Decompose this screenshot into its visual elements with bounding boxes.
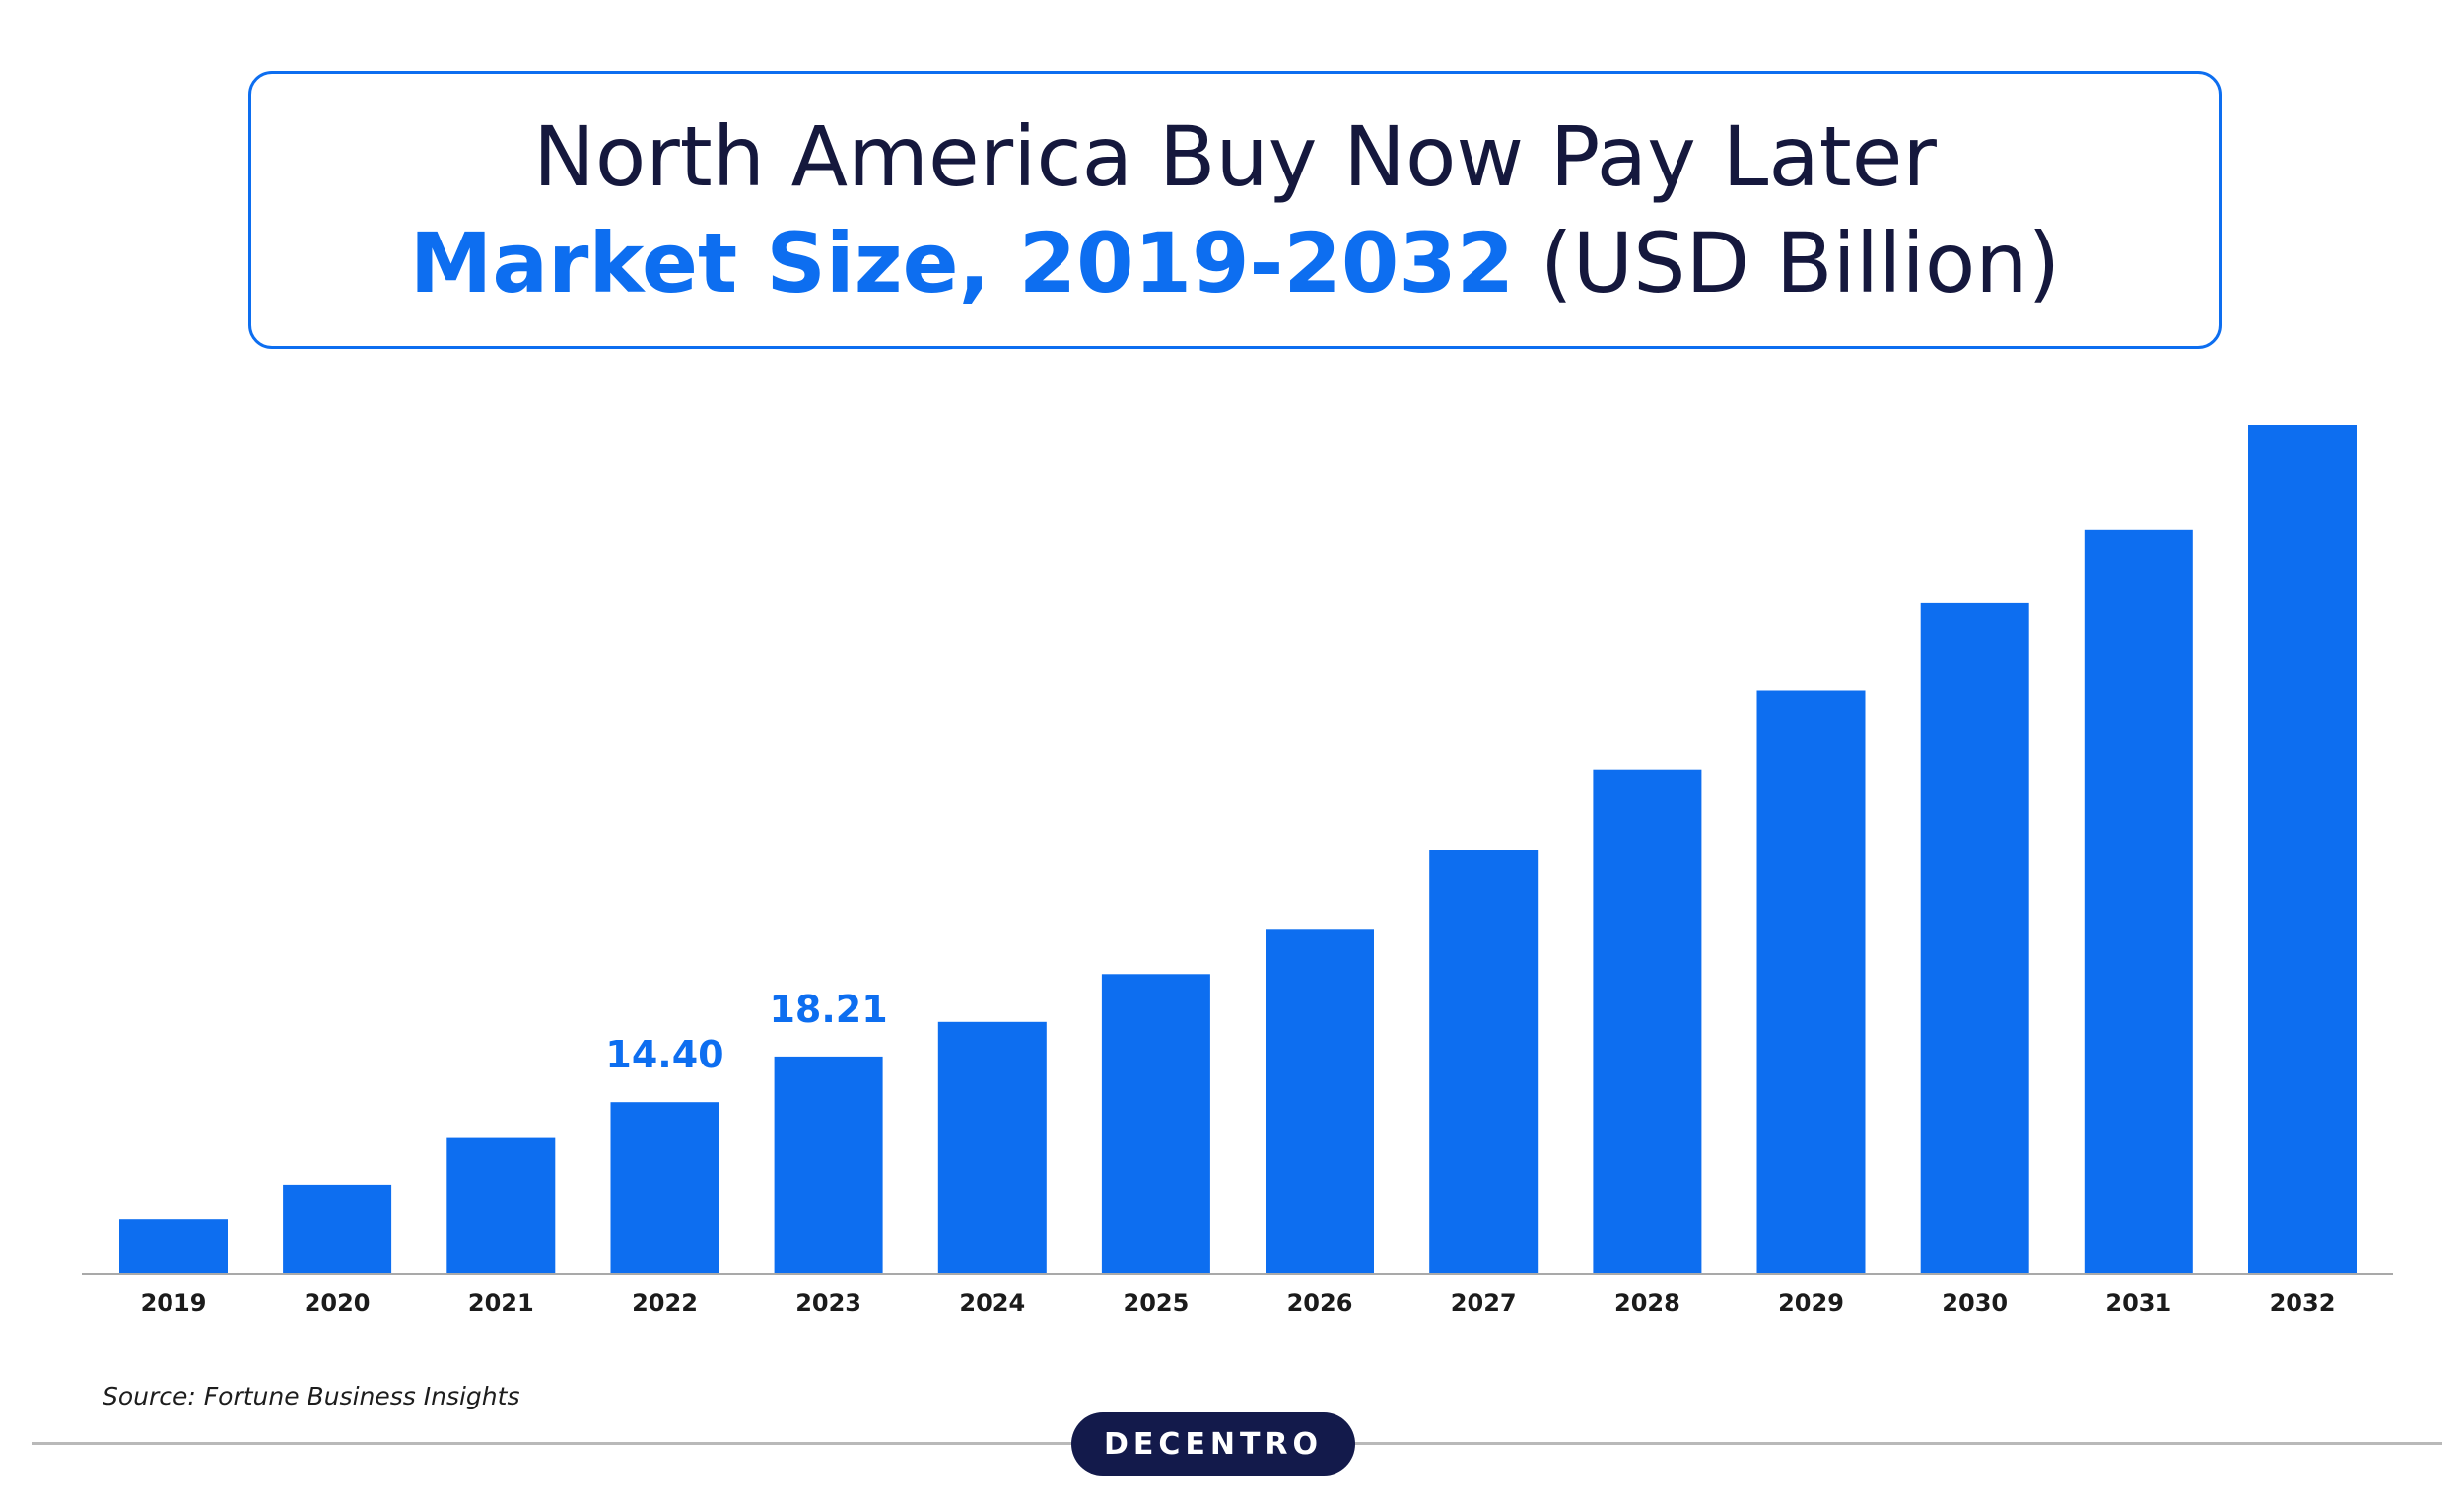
- x-tick-label-2023: 2023: [795, 1289, 861, 1317]
- x-tick-label-2031: 2031: [2105, 1289, 2171, 1317]
- bar-2024: [937, 1021, 1047, 1274]
- bar-2027: [1429, 850, 1539, 1274]
- bar-group: [119, 425, 2357, 1274]
- decentro-logo: DECENTRO: [1071, 1412, 1355, 1476]
- x-tick-label-2026: 2026: [1287, 1289, 1353, 1317]
- x-tick-label-2020: 2020: [305, 1289, 371, 1317]
- x-tick-label-2027: 2027: [1451, 1289, 1517, 1317]
- bar-2021: [446, 1137, 556, 1274]
- bar-2030: [1920, 602, 2029, 1274]
- x-tick-label-2024: 2024: [959, 1289, 1025, 1317]
- chart-title-accent: Market Size, 2019-2032: [409, 215, 1515, 311]
- bar-2022: [610, 1102, 719, 1274]
- x-tick-label-2029: 2029: [1778, 1289, 1844, 1317]
- bar-2020: [283, 1184, 392, 1274]
- x-tick-label-2030: 2030: [1942, 1289, 2008, 1317]
- x-tick-label-2032: 2032: [2270, 1289, 2336, 1317]
- bar-2023: [774, 1056, 883, 1274]
- bar-2019: [119, 1219, 228, 1274]
- chart-title-unit: (USD Billion): [1514, 215, 2061, 311]
- chart-title-line-2: Market Size, 2019-2032 (USD Billion): [251, 222, 2219, 305]
- bar-2032: [2248, 425, 2357, 1274]
- data-labels: 14.40 18.21: [605, 988, 887, 1076]
- x-tick-label-2025: 2025: [1124, 1289, 1190, 1317]
- bar-2031: [2084, 529, 2193, 1274]
- x-tick-labels: 2019 2020 2021 2022 2023 2024 2025 2026 2027 2028…: [141, 1289, 2336, 1317]
- x-tick-label-2019: 2019: [141, 1289, 207, 1317]
- data-label-2022: 14.40: [605, 1033, 723, 1076]
- bar-2029: [1756, 690, 1866, 1274]
- logo-text: DECENTRO: [1103, 1426, 1324, 1462]
- source-note: Source: Fortune Business Insights: [103, 1382, 520, 1410]
- title-box: North America Buy Now Pay Later Market S…: [248, 71, 2222, 349]
- bar-2028: [1593, 769, 1702, 1274]
- bar-2026: [1266, 929, 1374, 1274]
- bar-2025: [1101, 974, 1210, 1274]
- x-tick-label-2022: 2022: [632, 1289, 698, 1317]
- x-tick-label-2028: 2028: [1614, 1289, 1680, 1317]
- chart-title-line-1: North America Buy Now Pay Later: [533, 108, 1937, 205]
- x-tick-label-2021: 2021: [468, 1289, 534, 1317]
- data-label-2023: 18.21: [769, 988, 887, 1031]
